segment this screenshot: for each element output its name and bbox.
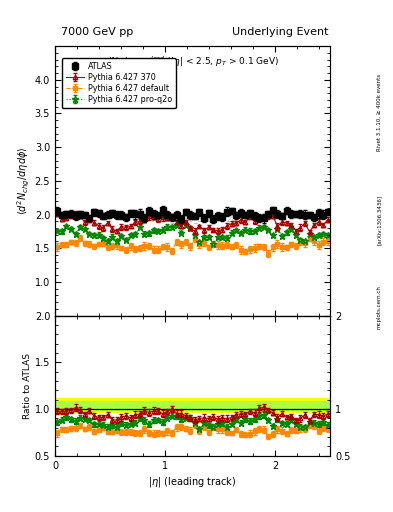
Bar [55,401,330,410]
Text: [arXiv:1306.3436]: [arXiv:1306.3436] [377,195,382,245]
Text: ATLAS_2010_S8894728: ATLAS_2010_S8894728 [147,214,238,223]
Text: Underlying Event: Underlying Event [231,27,328,37]
Y-axis label: Ratio to ATLAS: Ratio to ATLAS [23,353,32,419]
Text: $\langle N_{ch}\rangle$ vs $\eta^{lead}$ ($|\eta|$ < 2.5, $p_T$ > 0.1 GeV): $\langle N_{ch}\rangle$ vs $\eta^{lead}$… [107,54,279,69]
Legend: ATLAS, Pythia 6.427 370, Pythia 6.427 default, Pythia 6.427 pro-q2o: ATLAS, Pythia 6.427 370, Pythia 6.427 de… [62,58,176,109]
Text: Rivet 3.1.10, ≥ 400k events: Rivet 3.1.10, ≥ 400k events [377,74,382,151]
Text: mcplots.cern.ch: mcplots.cern.ch [377,285,382,329]
Bar [55,398,330,412]
X-axis label: |$\eta$| (leading track): |$\eta$| (leading track) [148,475,237,489]
Y-axis label: $\langle d^2 N_{chg}/d\eta d\phi\rangle$: $\langle d^2 N_{chg}/d\eta d\phi\rangle$ [16,146,32,215]
Text: 7000 GeV pp: 7000 GeV pp [61,27,133,37]
